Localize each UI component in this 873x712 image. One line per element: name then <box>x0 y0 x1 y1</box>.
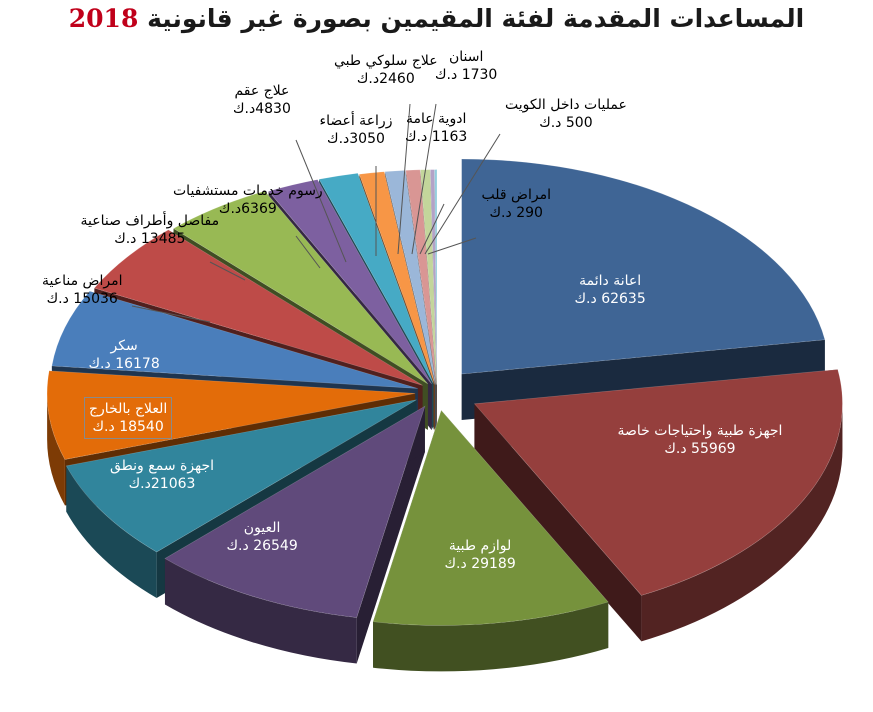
pie-slice-7 <box>93 229 423 386</box>
slice-label-value: 1730 د.ك <box>435 67 498 83</box>
slice-label: رسوم خدمات مستشفيات 6369د.ك <box>173 182 323 218</box>
pie-slice-11 <box>358 171 436 385</box>
slice-label-name: اجهزة طبية واحتياجات خاصة <box>617 423 783 439</box>
slice-label: اعانة دائمة 62635 د.ك <box>575 272 646 308</box>
slice-label-value: 290 د.ك <box>489 205 543 221</box>
leader-line <box>295 235 321 269</box>
slice-label-name: العلاج بالخارج <box>89 401 168 417</box>
pie-slice-2 <box>372 409 609 626</box>
slice-label-name: اعانة دائمة <box>579 273 642 289</box>
slice-label-value: 16178 د.ك <box>88 356 160 372</box>
slice-label: عمليات داخل الكويت 500 د.ك <box>505 96 627 132</box>
slice-label: اجهزة سمع ونطق 21063د.ك <box>110 457 214 493</box>
slice-label-name: العيون <box>243 520 281 536</box>
slice-label: مفاصل وأطراف صناعية 13485 د.ك <box>81 212 220 248</box>
slice-label-name: اجهزة سمع ونطق <box>110 458 215 474</box>
slice-label-name: امراض مناعية <box>42 273 123 289</box>
slice-label-value: 62635 د.ك <box>574 291 646 307</box>
slice-label-value: 29189 د.ك <box>444 556 516 572</box>
slice-label-name: اسنان <box>448 49 484 65</box>
slice-label-name: ادوية عامة <box>405 111 467 127</box>
pie-slice-5 <box>46 370 416 460</box>
slice-label-name: علاج عقم <box>234 83 290 99</box>
slice-label: العلاج بالخارج 18540 د.ك <box>84 397 173 439</box>
pie-slice-13 <box>405 169 437 385</box>
chart-title-text: المساعدات المقدمة لفئة المقيمين بصورة غي… <box>147 4 805 33</box>
pie-slice-side <box>373 602 609 672</box>
slice-label-name: علاج سلوكي طبي <box>334 53 438 69</box>
slice-label-value: 15036 د.ك <box>46 291 118 307</box>
leader-line <box>397 103 411 255</box>
slice-label: علاج سلوكي طبي 2460د.ك <box>334 52 438 88</box>
slice-label-value: 2460د.ك <box>356 71 415 87</box>
pie-slice-1 <box>473 369 843 596</box>
pie-slice-side <box>47 393 65 506</box>
pie-slice-10 <box>318 172 434 384</box>
slice-label-value: 18540 د.ك <box>92 419 164 435</box>
slice-label-value: 21063د.ك <box>128 476 196 492</box>
leader-line <box>419 203 445 255</box>
slice-label-value: 1163 د.ك <box>405 129 468 145</box>
pie-slice-4 <box>65 399 417 553</box>
pie-slice-3 <box>164 405 426 618</box>
slice-label: اجهزة طبية واحتياجات خاصة 55969 د.ك <box>618 422 783 458</box>
leader-line <box>295 139 347 263</box>
slice-label-value: 500 د.ك <box>539 115 593 131</box>
slice-label: امراض قلب 290 د.ك <box>482 186 551 222</box>
pie-slice-side <box>641 403 843 642</box>
slice-label-value: 55969 د.ك <box>664 441 736 457</box>
slice-label: لوازم طبية 29189 د.ك <box>445 537 516 573</box>
slice-label-name: رسوم خدمات مستشفيات <box>173 183 323 199</box>
pie-slice-side <box>66 465 157 598</box>
leader-line <box>209 261 246 281</box>
slice-label-value: 13485 د.ك <box>114 231 186 247</box>
slice-label: امراض مناعية 15036 د.ك <box>42 272 122 308</box>
pie-slice-15 <box>429 169 438 385</box>
pie-slice-side <box>164 558 357 664</box>
slice-label-name: سكر <box>110 338 138 354</box>
leader-line <box>411 103 437 255</box>
slice-label-name: مفاصل وأطراف صناعية <box>80 213 220 229</box>
slice-label-name: لوازم طبية <box>448 538 512 554</box>
slice-label: اسنان 1730 د.ك <box>435 48 497 84</box>
slice-label-value: 6369د.ك <box>218 201 277 217</box>
slice-label-value: 3050د.ك <box>327 131 385 147</box>
pie-slice-8 <box>172 190 429 385</box>
leader-line <box>131 305 211 323</box>
pie-slice-9 <box>268 179 432 385</box>
chart-title-year: 2018 <box>68 4 139 33</box>
slice-label: زراعة أعضاء 3050د.ك <box>320 112 393 148</box>
slice-label-name: زراعة أعضاء <box>319 113 393 129</box>
slice-label-value: 4830د.ك <box>233 101 291 117</box>
slice-label: علاج عقم 4830د.ك <box>233 82 291 118</box>
slice-label-name: امراض قلب <box>481 187 551 203</box>
leader-line <box>427 237 477 255</box>
slice-label-name: عمليات داخل الكويت <box>505 97 627 113</box>
slice-label-value: 26549 د.ك <box>226 538 298 554</box>
leader-line <box>424 133 501 255</box>
pie-slice-6 <box>51 290 418 389</box>
pie-slice-wall <box>474 403 642 642</box>
slice-label: ادوية عامة 1163 د.ك <box>405 110 467 146</box>
slice-label: سكر 16178 د.ك <box>89 337 160 373</box>
pie-slice-0 <box>461 158 826 375</box>
slice-label: العيون 26549 د.ك <box>227 519 298 555</box>
chart-title: المساعدات المقدمة لفئة المقيمين بصورة غي… <box>0 4 873 33</box>
pie-slice-wall <box>356 406 425 664</box>
